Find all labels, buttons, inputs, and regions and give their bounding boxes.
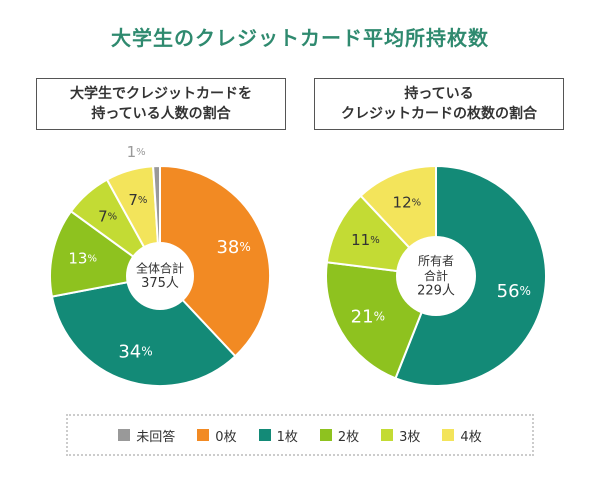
pie-0-label-未回答: 1% [127, 143, 146, 161]
legend-label: 0枚 [215, 429, 237, 445]
legend-label: 未回答 [136, 429, 176, 445]
pie-1-center-line-2: 229人 [417, 284, 455, 299]
pie-1-label-3枚: 11% [351, 231, 380, 249]
pie-0-slice-1枚 [50, 274, 237, 387]
pie-0-label-2枚: 13% [68, 250, 97, 268]
legend-swatch [319, 429, 332, 441]
legend-swatch [258, 429, 271, 441]
pie-1-label-4枚: 12% [393, 193, 422, 211]
legend: 未回答 0枚 1枚 2枚 3枚 4枚 [66, 414, 534, 456]
legend-item-no-answer: 未回答 [118, 426, 175, 445]
pie-1-label-2枚: 21% [351, 306, 385, 327]
legend-label: 2枚 [337, 429, 360, 445]
legend-item-3: 3枚 [381, 426, 420, 445]
pie-1-label-1枚: 56% [497, 280, 531, 301]
pie-1-center-line-1: 合計 [424, 268, 448, 283]
legend-label: 3枚 [399, 429, 421, 445]
legend-label: 1枚 [276, 429, 298, 445]
legend-swatch [442, 429, 455, 441]
legend-item-4: 4枚 [442, 426, 482, 445]
legend-item-2: 2枚 [319, 426, 360, 445]
pie-0-label-1枚: 34% [118, 341, 152, 362]
legend-swatch [197, 429, 210, 441]
pie-0-center-line-0: 全体合計 [136, 261, 184, 276]
page-title: 大学生のクレジットカード平均所持枚数 [111, 26, 489, 50]
pie-0-center [126, 242, 194, 310]
legend-item-1: 1枚 [258, 426, 298, 445]
right-chart-title-line-1: 持っている [404, 86, 474, 102]
legend-label: 4枚 [460, 429, 482, 445]
pie-1-center-line-0: 所有者 [418, 254, 454, 268]
left-chart-title-box: 大学生でクレジットカードを 持っている人数の割合 [36, 78, 286, 130]
legend-swatch [118, 429, 131, 441]
pie-0-label-0枚: 38% [216, 236, 250, 257]
right-chart-title-line-2: クレジットカードの枚数の割合 [341, 106, 537, 122]
pie-0-center-line-1: 375人 [141, 276, 179, 291]
left-chart-title-line-2: 持っている人数の割合 [91, 106, 231, 122]
pie-0-label-3枚: 7% [98, 208, 117, 226]
legend-item-0: 0枚 [197, 426, 237, 445]
legend-swatch [381, 429, 394, 441]
pie-0-label-4枚: 7% [128, 191, 147, 209]
pie-0-slice-0枚 [159, 164, 271, 358]
right-chart-title-box: 持っている クレジットカードの枚数の割合 [314, 78, 564, 130]
pie-1-center [396, 236, 476, 316]
left-chart-title-line-1: 大学生でクレジットカードを [70, 86, 252, 102]
